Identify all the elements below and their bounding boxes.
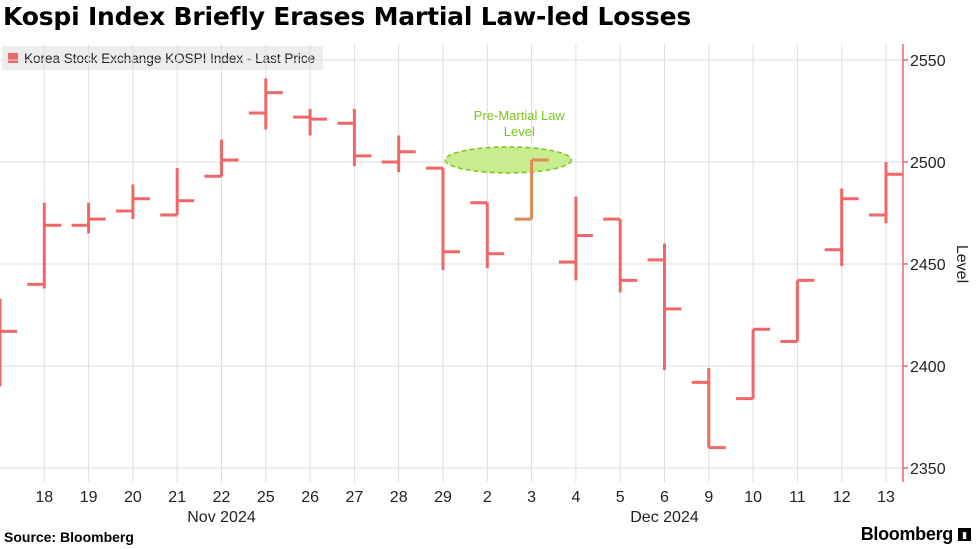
annotation-line-1: Pre-Martial Law — [474, 108, 566, 123]
x-tick-label: 27 — [346, 489, 364, 506]
y-tick-label: 2550 — [910, 53, 946, 70]
ohlc-bar-10 — [736, 327, 771, 401]
pre-martial-law-ellipse — [444, 146, 573, 174]
x-tick-label: 3 — [527, 489, 536, 506]
source-note: Source: Bloomberg — [4, 529, 134, 545]
ohlc-bar-6 — [647, 243, 682, 371]
x-tick-label: 6 — [660, 489, 669, 506]
ohlc-bar-18 — [27, 202, 62, 289]
y-axis-title: Level — [953, 245, 970, 283]
ohlc-bar-2 — [470, 201, 505, 269]
ohlc-bar-5 — [603, 217, 638, 293]
x-month-label: Dec 2024 — [630, 509, 699, 526]
ohlc-bar-29 — [426, 166, 460, 271]
x-tick-label: 2 — [483, 489, 492, 506]
ohlc-bar-21 — [160, 168, 195, 217]
x-month-label: Nov 2024 — [187, 509, 256, 526]
chart-legend: Korea Stock Exchange KOSPI Index - Last … — [2, 46, 324, 70]
brand-logo: Bloomberg ▮ — [861, 524, 971, 545]
x-tick-label: 11 — [789, 489, 806, 506]
x-tick-label: 28 — [390, 489, 408, 506]
ohlc-bar-19 — [71, 202, 106, 234]
x-tick-label: 19 — [80, 489, 98, 506]
y-tick-label: 2400 — [910, 359, 946, 376]
chart-title: Kospi Index Briefly Erases Martial Law-l… — [3, 2, 692, 31]
brand-name: Bloomberg — [860, 524, 954, 544]
ohlc-bar-13 — [869, 162, 903, 224]
ohlc-bar-9 — [691, 368, 726, 450]
price-bars — [0, 78, 903, 450]
ohlc-bar-27 — [337, 108, 372, 167]
x-axis-labels: 18 19 20 21 22 25 26 27 28 29 2 3 4 5 6 9 10 11 12 13 Nov 20… — [35, 489, 895, 526]
ohlc-bar-15 — [0, 298, 17, 387]
x-tick-label: 21 — [168, 489, 186, 506]
y-tick-label: 2500 — [910, 155, 946, 172]
y-tick-label: 2350 — [910, 461, 946, 478]
x-tick-label: 20 — [124, 489, 142, 506]
x-tick-label: 25 — [257, 489, 275, 506]
x-tick-label: 29 — [434, 489, 452, 506]
ohlc-bar-25 — [248, 78, 283, 130]
x-tick-label: 10 — [744, 489, 762, 506]
x-tick-label: 12 — [833, 489, 851, 506]
ohlc-bar-26 — [293, 108, 328, 136]
ohlc-bar-22 — [204, 139, 239, 178]
x-tick-label: 18 — [35, 489, 53, 506]
ohlc-bar-20 — [115, 184, 150, 220]
x-tick-label: 4 — [571, 489, 580, 506]
ohlc-bar-4 — [558, 196, 593, 281]
y-tick-label: 2450 — [910, 257, 946, 274]
bloomberg-bars-icon: ▮ — [958, 528, 971, 541]
legend-label: Korea Stock Exchange KOSPI Index - Last … — [24, 50, 316, 66]
x-tick-label: 26 — [301, 489, 319, 506]
x-tick-label: 13 — [877, 489, 895, 506]
x-tick-label: 5 — [616, 489, 625, 506]
y-axis: 2350 2400 2450 2500 2550 Level — [902, 44, 970, 482]
ohlc-bar-3 — [514, 158, 549, 221]
x-tick-label: 9 — [704, 489, 713, 506]
ohlc-bar-28 — [381, 135, 416, 173]
legend-swatch — [8, 53, 18, 63]
ohlc-bar-11 — [780, 278, 815, 344]
gridlines — [0, 44, 903, 482]
annotation-line-2: Level — [504, 124, 535, 139]
x-tick-label: 22 — [213, 489, 231, 506]
ohlc-bar-12 — [824, 188, 859, 267]
